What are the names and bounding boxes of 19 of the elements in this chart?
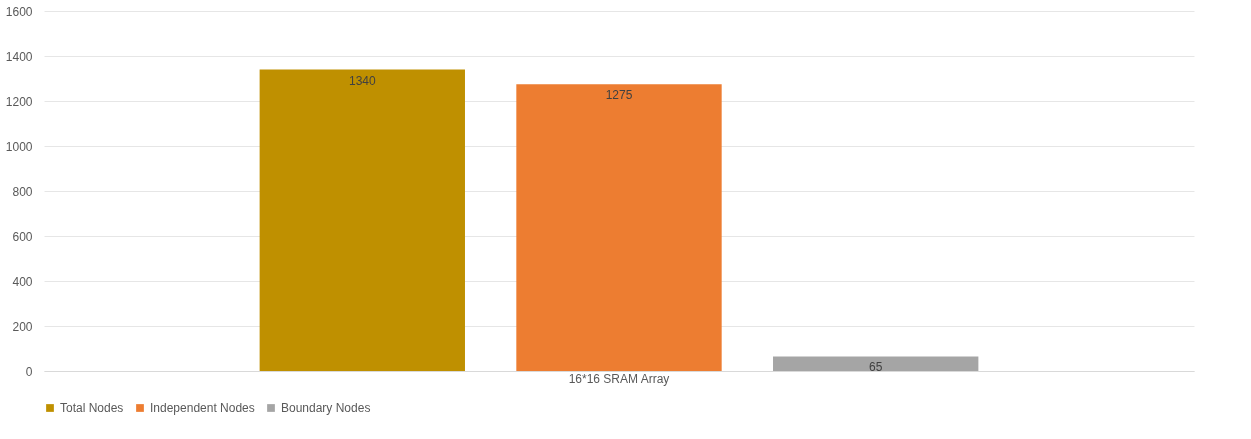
legend-label: Boundary Nodes bbox=[281, 401, 371, 415]
y-tick-label: 1200 bbox=[5, 94, 33, 109]
bar bbox=[259, 69, 465, 371]
y-tick-label: 1000 bbox=[5, 139, 33, 154]
y-tick-label: 1400 bbox=[5, 49, 33, 64]
y-tick-label: 800 bbox=[12, 184, 33, 199]
data-label: 1340 bbox=[348, 73, 376, 88]
y-tick-label: 1600 bbox=[5, 4, 33, 19]
bar bbox=[516, 84, 722, 371]
legend-label: Independent Nodes bbox=[150, 401, 255, 415]
bar bbox=[773, 356, 979, 371]
y-tick-label: 0 bbox=[25, 364, 33, 379]
legend-label: Total Nodes bbox=[60, 401, 124, 415]
y-tick-label: 200 bbox=[12, 319, 33, 334]
data-label: 65 bbox=[869, 360, 883, 375]
y-tick-label: 600 bbox=[12, 229, 33, 244]
y-tick-label: 400 bbox=[12, 274, 33, 289]
x-tick-label: 16*16 SRAM Array bbox=[568, 371, 670, 386]
data-label: 1275 bbox=[605, 88, 633, 103]
